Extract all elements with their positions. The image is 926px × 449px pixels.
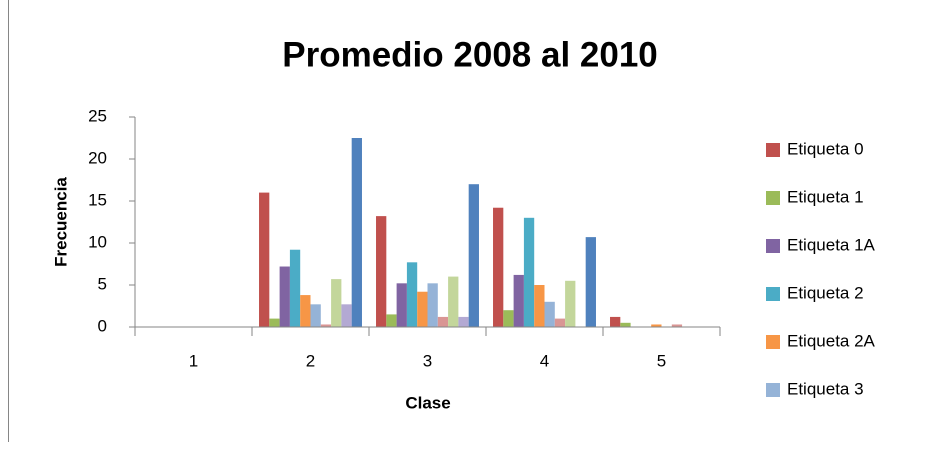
x-tick-label: 3 [423,351,432,370]
bar [320,324,332,327]
bar [620,322,631,327]
y-tick-label: 5 [98,274,107,293]
y-tick-label: 10 [88,232,107,251]
legend-label: Etiqueta 1A [787,235,876,254]
bar [534,285,545,327]
bar [300,295,311,327]
x-tick-label: 1 [189,351,198,370]
legend-swatch [766,383,780,397]
legend-swatch [766,191,780,205]
bar [671,324,683,327]
legend-label: Etiqueta 2A [787,331,876,350]
bar [554,318,566,327]
x-tick-label: 2 [306,351,315,370]
bar [406,262,418,327]
y-tick-label: 0 [98,316,107,335]
y-axis-label: Frecuencia [51,177,70,267]
y-tick-label: 20 [88,148,107,167]
chart-title: Promedio 2008 al 2010 [282,35,658,74]
legend-label: Etiqueta 1 [787,187,864,206]
legend-swatch [766,287,780,301]
bar [585,237,596,327]
bar [544,301,555,327]
x-axis-label: Clase [405,393,450,412]
bar [279,266,290,327]
bar [458,316,469,327]
bar [437,316,449,327]
legend-label: Etiqueta 0 [787,139,864,158]
bar [523,217,535,327]
bar [351,138,362,327]
bar [289,249,301,327]
bar [386,314,397,327]
bar [310,304,321,327]
bar [259,192,270,327]
bar [651,324,662,327]
legend-swatch [766,335,780,349]
bar [503,310,514,327]
bar [396,283,407,327]
legend-label: Etiqueta 3 [787,379,864,398]
bar [610,316,621,327]
y-tick-label: 25 [88,106,107,125]
bar [565,280,576,327]
bar [331,279,342,327]
bar [269,318,280,327]
legend-swatch [766,239,780,253]
legend-swatch [766,143,780,157]
bar [376,216,387,327]
bar [417,291,428,327]
bar [427,283,438,327]
bar [493,207,504,327]
x-tick-label: 5 [657,351,666,370]
bar [513,274,524,327]
bar [448,276,459,327]
legend-label: Etiqueta 2 [787,283,864,302]
bar [341,304,352,327]
bar [468,184,479,327]
x-tick-label: 4 [540,351,549,370]
y-tick-label: 15 [88,190,107,209]
